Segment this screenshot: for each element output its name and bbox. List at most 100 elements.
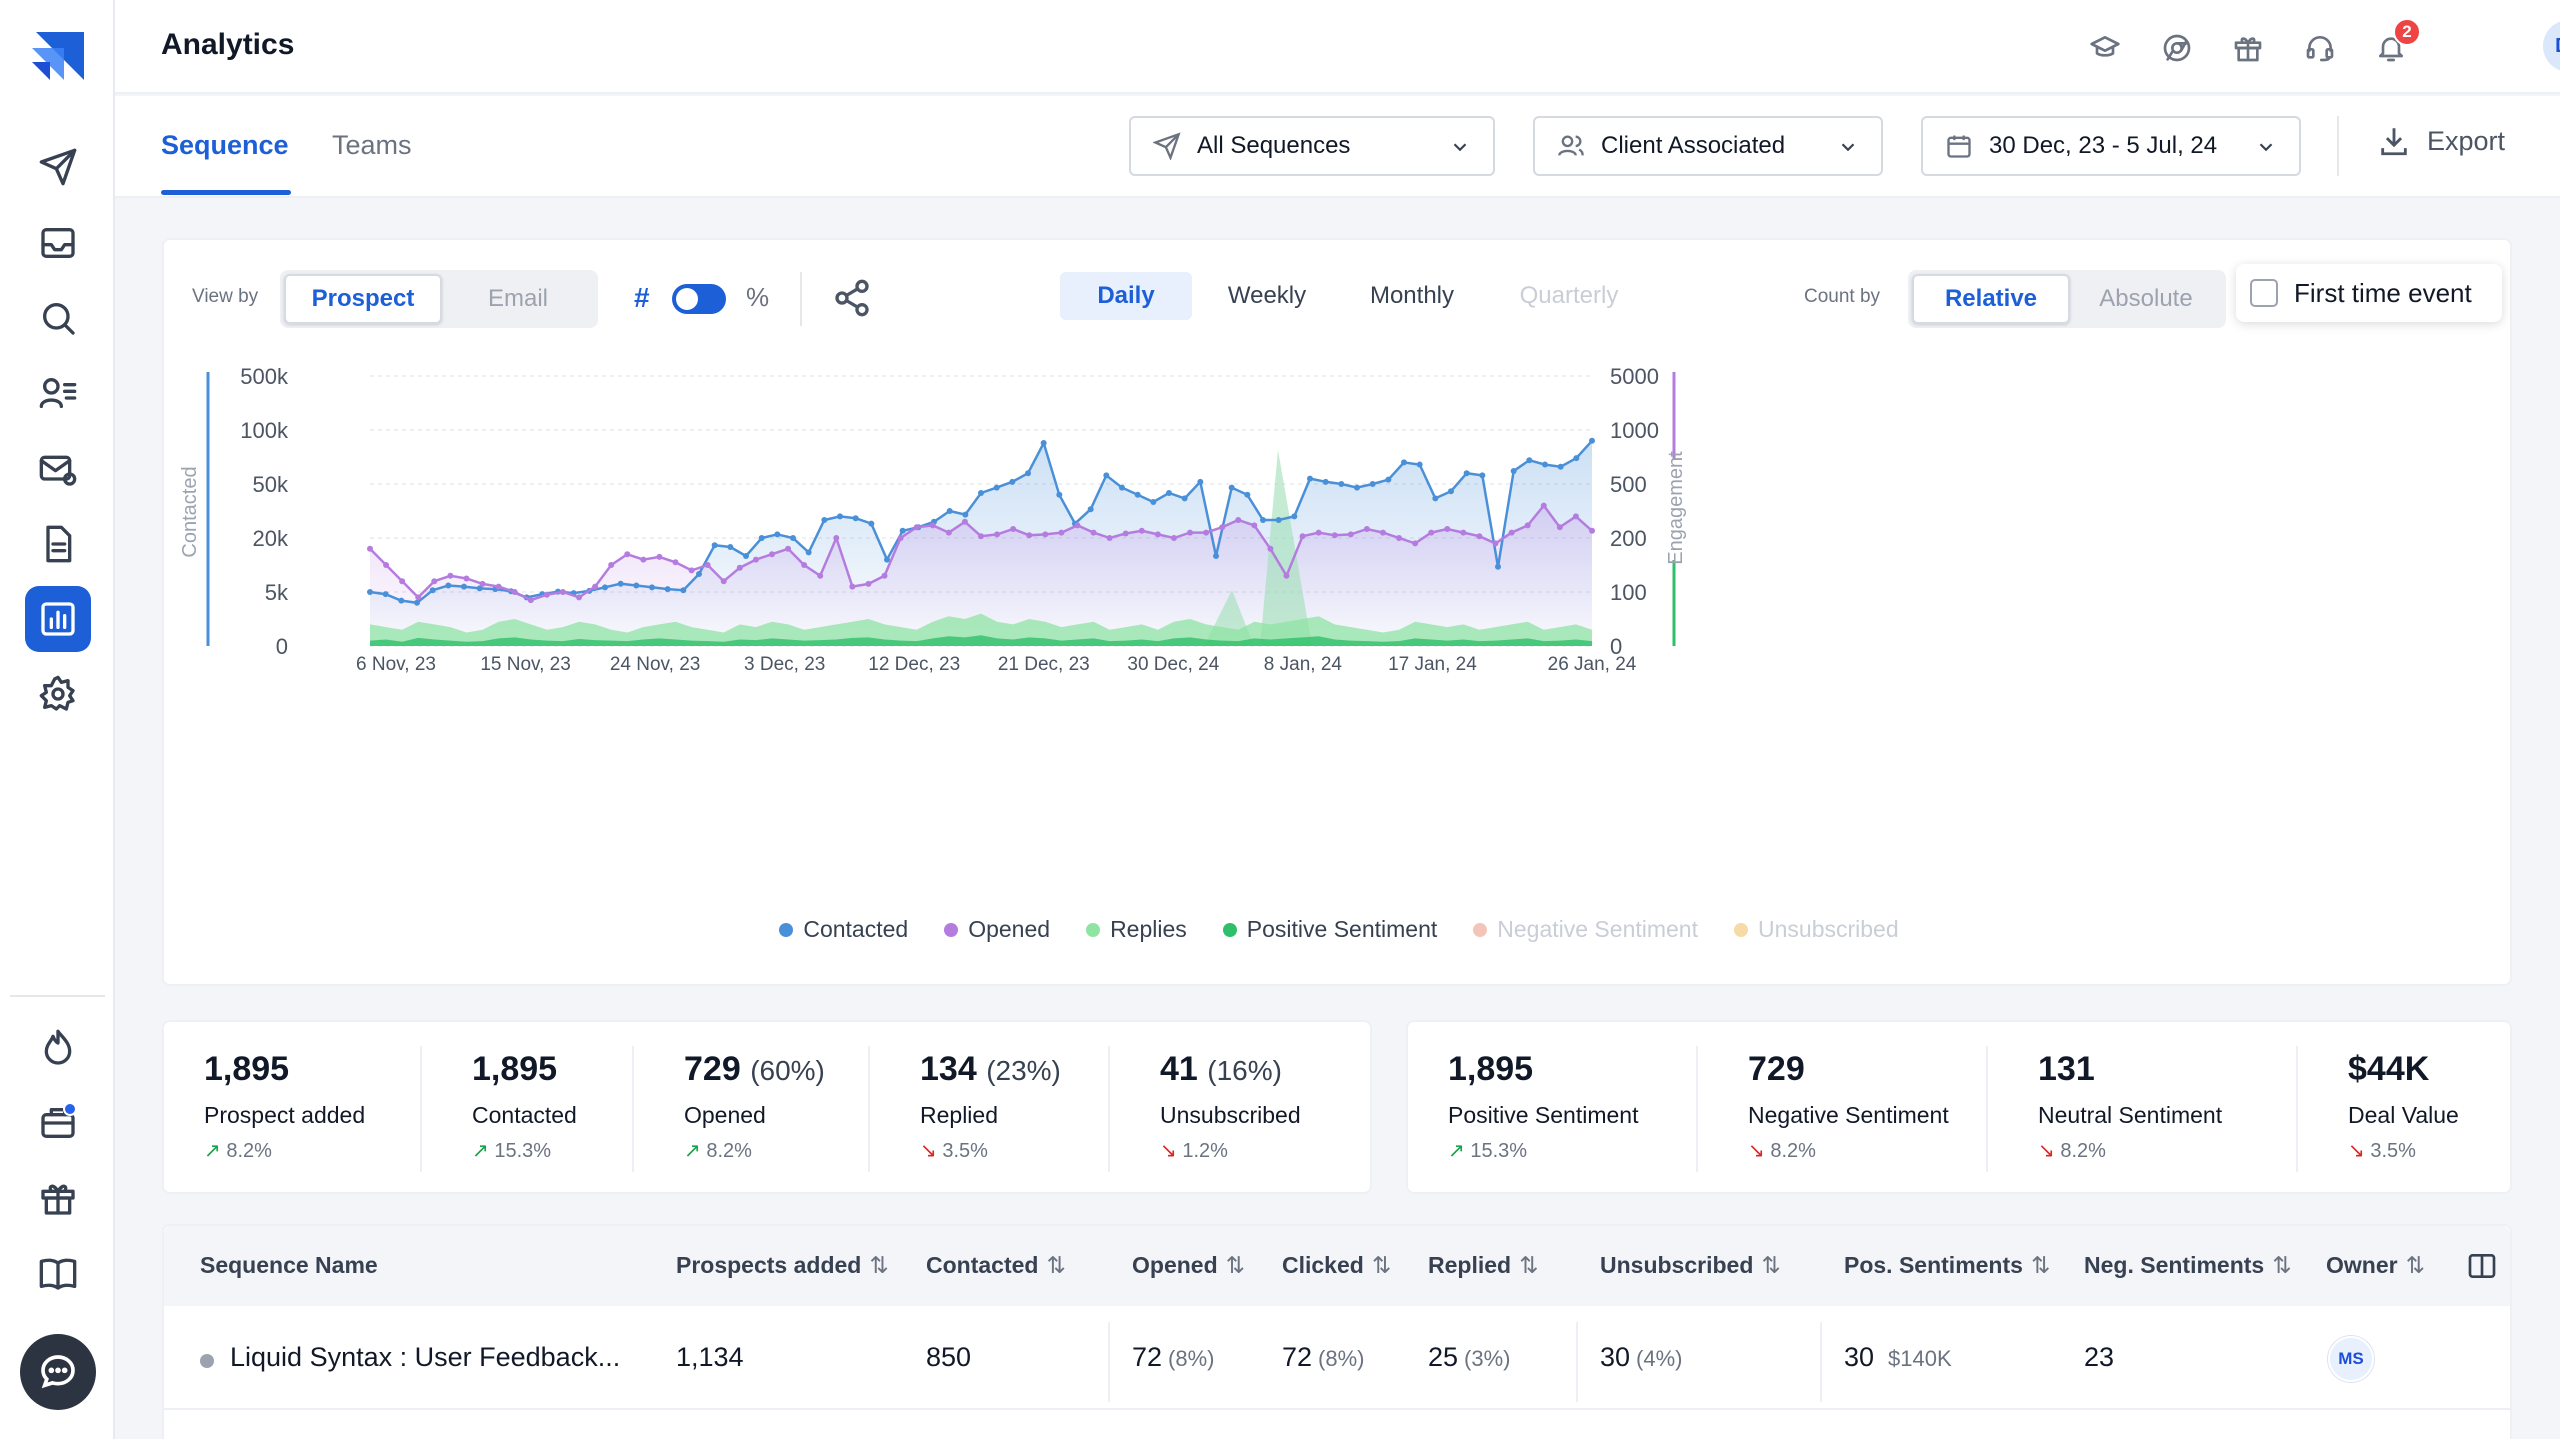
replied-value: 25 [1428, 1342, 1459, 1372]
contacted-point [1181, 495, 1188, 502]
contacted-point [1385, 476, 1392, 483]
export-button[interactable]: Export [2377, 124, 2505, 158]
columns-icon[interactable] [2466, 1250, 2498, 1282]
y-left-tick-label: 50k [253, 472, 289, 497]
period-monthly-button[interactable]: Monthly [1369, 282, 1455, 309]
column-header[interactable]: Replied ⇅ [1428, 1252, 1538, 1279]
stat-label: Positive Sentiment [1448, 1102, 1639, 1128]
checkbox-box[interactable] [2250, 279, 2278, 307]
contacted-point [1103, 472, 1110, 479]
gift-icon[interactable] [2226, 26, 2270, 70]
nav-settings-icon[interactable] [25, 661, 91, 727]
column-header[interactable]: Sequence Name [200, 1252, 378, 1279]
first-time-event-checkbox[interactable]: First time event [2236, 264, 2502, 322]
owner-avatar[interactable]: MS [2328, 1336, 2374, 1382]
tab-teams[interactable]: Teams [332, 130, 412, 160]
nav-email-settings-icon[interactable] [25, 436, 91, 502]
view-by-prospect-button[interactable]: Prospect [284, 274, 442, 324]
replies-spike-area [1204, 450, 1312, 646]
period-weekly-button[interactable]: Weekly [1227, 282, 1307, 309]
nav-sequences-icon[interactable] [25, 134, 91, 200]
column-header[interactable]: Owner ⇅ [2326, 1252, 2425, 1279]
legend-item[interactable]: Negative Sentiment [1473, 916, 1698, 943]
sort-icon[interactable]: ⇅ [1519, 1252, 1539, 1278]
column-header[interactable]: Clicked ⇅ [1282, 1252, 1391, 1279]
stat-trend: ↘ 1.2% [1160, 1138, 1228, 1163]
sort-icon[interactable]: ⇅ [2272, 1252, 2292, 1278]
tab-sequence[interactable]: Sequence [161, 130, 289, 160]
stat-percent: (16%) [1207, 1055, 1282, 1086]
sort-icon[interactable]: ⇅ [869, 1252, 889, 1278]
positive-sentiment-area [370, 635, 1592, 646]
pos-sentiments-cell: 30 $140K [1844, 1342, 1952, 1373]
support-headset-icon[interactable] [2298, 26, 2342, 70]
sort-icon[interactable]: ⇅ [2030, 1252, 2051, 1278]
legend-item[interactable]: Contacted [779, 916, 908, 943]
chat-support-button[interactable] [20, 1334, 96, 1410]
nav-inbox-icon[interactable] [25, 210, 91, 276]
view-by-email-button[interactable]: Email [487, 285, 548, 312]
legend-item[interactable]: Replies [1086, 916, 1187, 943]
column-header[interactable]: Opened ⇅ [1132, 1252, 1245, 1279]
opened-point [1476, 533, 1483, 540]
nav-search-icon[interactable] [25, 285, 91, 351]
nav-analytics-icon[interactable] [25, 586, 91, 652]
trend-down-icon: ↘ [920, 1140, 937, 1162]
opened-point [447, 572, 454, 579]
chevron-down-icon [1841, 143, 1855, 152]
academy-icon[interactable] [2083, 26, 2127, 70]
nav-toolbox-icon[interactable] [25, 1090, 91, 1156]
chat-icon [41, 1355, 75, 1389]
sub-bar: Sequence Teams All Sequences Client Asso… [115, 96, 2560, 198]
y-right-tick-label: 200 [1610, 526, 1647, 551]
column-header[interactable]: Pos. Sentiments ⇅ [1844, 1252, 2050, 1279]
legend-item[interactable]: Positive Sentiment [1222, 916, 1437, 943]
count-by-absolute-button[interactable]: Absolute [2099, 285, 2193, 312]
column-header[interactable]: Contacted ⇅ [926, 1252, 1066, 1279]
legend-dot [779, 922, 794, 937]
period-daily-button[interactable]: Daily [1060, 272, 1192, 320]
trend-up-icon: ↗ [472, 1140, 489, 1162]
sequence-filter-dropdown[interactable]: All Sequences [1129, 116, 1495, 176]
sort-icon[interactable]: ⇅ [1046, 1252, 1066, 1278]
nav-docs-icon[interactable] [25, 1240, 91, 1306]
count-percent-toggle[interactable] [672, 284, 726, 314]
opened-point [367, 545, 373, 552]
sequence-name-cell[interactable]: Liquid Syntax : User Feedback... [230, 1342, 621, 1372]
opened-point [527, 597, 534, 604]
sort-icon[interactable]: ⇅ [2405, 1252, 2425, 1278]
clicked-cell: 72 (8%) [1282, 1342, 1365, 1373]
period-quarterly-button[interactable]: Quarterly [1519, 282, 1619, 309]
cell-divider [1108, 1322, 1110, 1402]
legend-item[interactable]: Opened [944, 916, 1050, 943]
date-range-dropdown[interactable]: 30 Dec, 23 - 5 Jul, 24 [1921, 116, 2301, 176]
share-icon[interactable] [832, 278, 872, 318]
nav-streak-icon[interactable] [25, 1015, 91, 1081]
nav-gift-icon[interactable] [25, 1165, 91, 1231]
notifications-bell-icon[interactable]: 2 [2369, 18, 2421, 70]
opened-point [768, 551, 775, 558]
opened-point [1074, 522, 1081, 529]
legend-item[interactable]: Unsubscribed [1734, 916, 1899, 943]
stat-divider [632, 1046, 634, 1172]
app-logo[interactable] [28, 28, 88, 88]
chrome-extension-icon[interactable] [2155, 26, 2199, 70]
user-avatar[interactable]: DP [2543, 20, 2560, 72]
stat-trend: ↗ 15.3% [472, 1138, 551, 1163]
column-header[interactable]: Unsubscribed ⇅ [1600, 1252, 1781, 1279]
x-tick-label: 24 Nov, 23 [610, 654, 700, 675]
opened-point [1219, 524, 1226, 531]
opened-point [431, 578, 438, 585]
sort-icon[interactable]: ⇅ [1225, 1252, 1245, 1278]
nav-templates-icon[interactable] [25, 511, 91, 577]
contacted-point [1119, 484, 1125, 491]
column-header[interactable]: Prospects added ⇅ [676, 1252, 889, 1279]
count-by-relative-button[interactable]: Relative [1912, 274, 2070, 324]
stat-trend-value: 1.2% [1182, 1140, 1228, 1162]
sort-icon[interactable]: ⇅ [1371, 1252, 1392, 1278]
client-filter-dropdown[interactable]: Client Associated [1533, 116, 1883, 176]
nav-prospects-icon[interactable] [25, 360, 91, 426]
sort-icon[interactable]: ⇅ [1761, 1252, 1781, 1278]
column-header[interactable]: Neg. Sentiments ⇅ [2084, 1252, 2292, 1279]
opened-point [415, 594, 422, 601]
